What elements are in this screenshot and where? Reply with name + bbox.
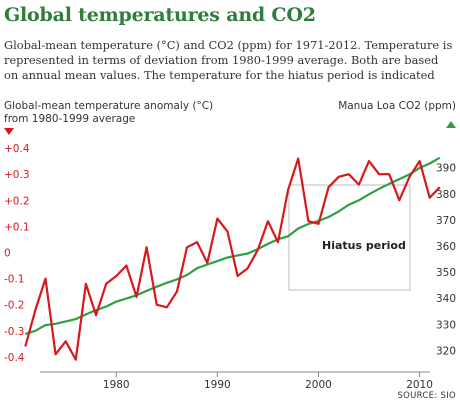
x-axis-tick-label: 2010: [406, 379, 433, 391]
left-axis-tick-label: -0.3: [4, 326, 25, 338]
left-axis-tick-label: 0: [4, 248, 11, 260]
x-axis-tick-label: 1990: [204, 379, 231, 391]
source-note: SOURCE: SIO: [397, 391, 456, 401]
right-axis-tick-label: 370: [436, 215, 456, 227]
left-axis-marker-icon: [4, 128, 14, 135]
right-axis-tick-label: 380: [436, 189, 456, 201]
x-axis-tick-label: 2000: [305, 379, 332, 391]
hiatus-period-box: [288, 184, 411, 291]
right-axis-tick-label: 340: [436, 293, 456, 305]
left-axis-tick-label: +0.3: [4, 169, 30, 181]
temperature-series-line: [24, 157, 441, 361]
left-axis-tick-label: -0.1: [4, 274, 25, 286]
left-axis-ticks: +0.4 +0.3 +0.2 +0.1 0 -0.1 -0.2 -0.3 -0.4: [4, 143, 30, 364]
chart-title: Global temperatures and CO2: [4, 4, 316, 26]
left-axis-tick-label: +0.2: [4, 195, 30, 207]
right-axis-tick-label: 350: [436, 267, 456, 279]
right-axis-label: Manua Loa CO2 (ppm): [338, 100, 456, 112]
left-axis-tick-label: +0.4: [4, 143, 30, 155]
chart-subtitle: Global-mean temperature (°C) and CO2 (pp…: [4, 38, 453, 82]
hiatus-period-label: Hiatus period: [322, 239, 406, 252]
right-axis-ticks: 390 380 370 360 350 340 330 320: [436, 163, 456, 358]
right-axis-marker-icon: [446, 121, 456, 128]
x-axis-ticks: 1980 1990 2000 2010: [103, 372, 433, 391]
right-axis-tick-label: 390: [436, 163, 456, 175]
right-axis-tick-label: 320: [436, 345, 456, 357]
left-axis-label: Global-mean temperature anomaly (°C) fro…: [4, 100, 214, 125]
x-axis-tick-label: 1980: [103, 379, 130, 391]
left-axis-tick-label: -0.4: [4, 352, 25, 364]
right-axis-tick-label: 330: [436, 319, 456, 331]
left-axis-tick-label: +0.1: [4, 221, 30, 233]
left-axis-tick-label: -0.2: [4, 300, 25, 312]
right-axis-tick-label: 360: [436, 241, 456, 253]
